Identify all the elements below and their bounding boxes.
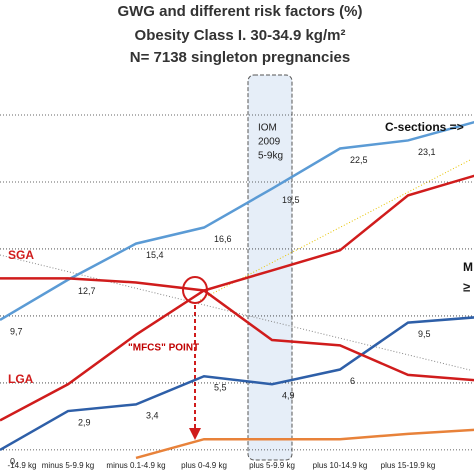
x-tick-label: plus 15-19.9 kg	[381, 461, 436, 470]
data-label: 0	[10, 456, 15, 466]
annotation: 5-9kg	[258, 151, 283, 162]
data-label: 4,9	[282, 391, 295, 401]
chart-subtitle: Obesity Class I. 30-34.9 kg/m²	[135, 27, 346, 44]
x-tick-label: minus 0.1-4.9 kg	[106, 461, 165, 470]
data-label: 9,7	[10, 326, 23, 336]
series-line	[0, 120, 474, 322]
series-line	[0, 277, 474, 382]
x-tick-label: -14.9 kg	[8, 461, 37, 470]
chart-title: GWG and different risk factors (%)	[117, 3, 362, 20]
series-label: LGA	[8, 372, 34, 386]
data-label: 23,1	[418, 147, 436, 157]
mfcs-arrow-head	[189, 428, 201, 440]
series-line	[135, 428, 474, 460]
series-line	[0, 174, 474, 422]
x-tick-label: minus 5-9.9 kg	[42, 461, 94, 470]
data-label: 19,5	[282, 195, 300, 205]
data-label: 9,5	[418, 329, 431, 339]
iom-band	[247, 74, 293, 461]
series-label: M	[463, 260, 473, 274]
data-label: 16,6	[214, 234, 232, 244]
data-label: 12,7	[78, 286, 96, 296]
x-tick-label: plus 5-9.9 kg	[249, 461, 295, 470]
annotation: "MFCS" POINT	[128, 343, 199, 354]
series-label: C-sections =>	[385, 120, 464, 134]
data-label: 22,5	[350, 155, 368, 165]
annotation: ≥	[463, 279, 470, 294]
series-line	[0, 316, 474, 451]
data-label: 5,5	[214, 383, 227, 393]
x-tick-label: plus 10-14.9 kg	[313, 461, 368, 470]
data-label: 2,9	[78, 417, 91, 427]
series-label: SGA	[8, 248, 34, 262]
annotation: 2009	[258, 137, 281, 148]
annotation: IOM	[258, 123, 277, 134]
data-label: 3,4	[146, 411, 159, 421]
x-tick-label: plus 0-4.9 kg	[181, 461, 227, 470]
chart-subtitle: N= 7138 singleton pregnancies	[130, 49, 351, 66]
data-label: 15,4	[146, 250, 164, 260]
data-label: 6	[350, 376, 355, 386]
